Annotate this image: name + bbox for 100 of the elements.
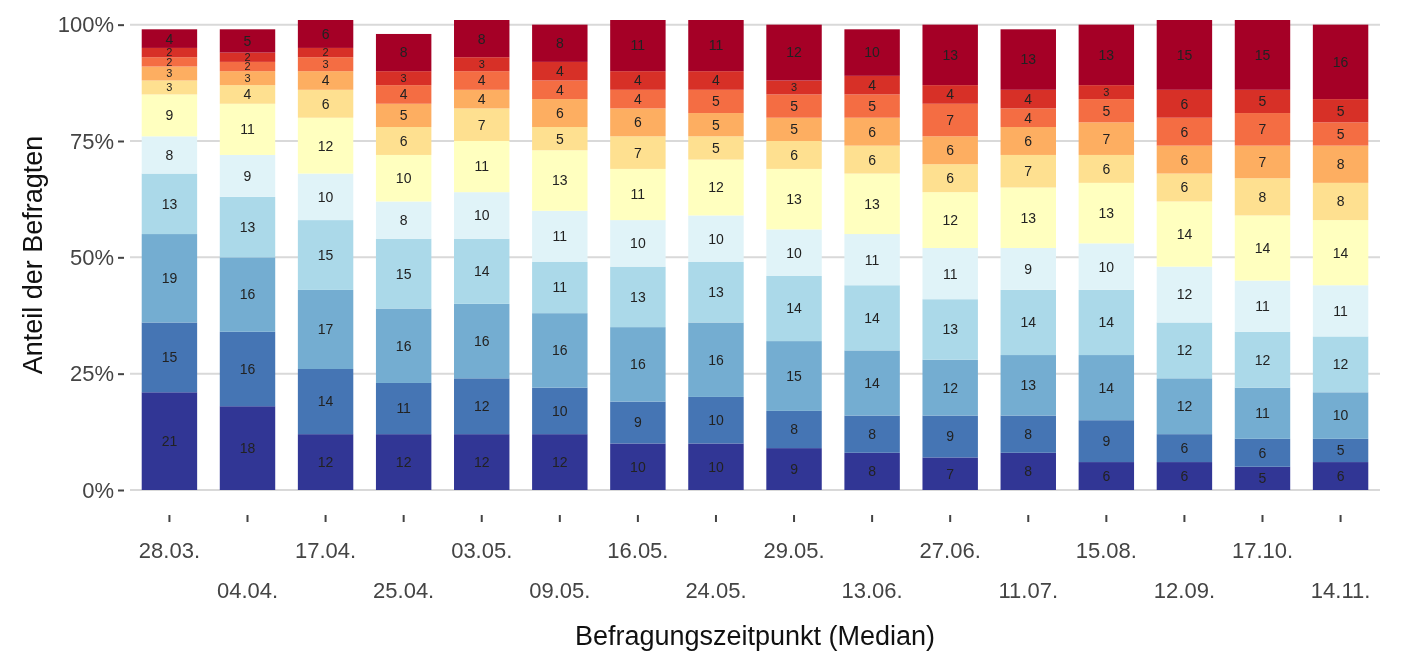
bar	[297, 89, 354, 118]
data-label: 14	[1098, 379, 1115, 396]
bar	[532, 261, 588, 314]
data-label: 18	[239, 440, 256, 457]
data-label: 11	[942, 265, 958, 282]
bar	[1156, 378, 1213, 435]
bar	[766, 229, 822, 276]
bar	[375, 201, 432, 239]
bar	[141, 392, 198, 490]
bar	[766, 80, 822, 95]
bar	[1078, 289, 1135, 356]
bar	[610, 136, 666, 169]
bar	[610, 89, 666, 109]
bar	[454, 108, 510, 141]
bar	[922, 299, 978, 360]
x-tick-label: 29.05.	[763, 538, 825, 563]
data-label: 9	[1024, 260, 1033, 277]
bar	[1234, 113, 1291, 146]
bar	[1234, 89, 1291, 114]
bar	[922, 192, 978, 249]
bar	[454, 57, 510, 72]
data-label: 13	[552, 172, 568, 189]
bar	[1312, 462, 1369, 490]
data-label: 14	[1020, 314, 1037, 331]
data-label: 6	[1180, 123, 1189, 140]
bar	[1000, 355, 1056, 416]
bar	[922, 164, 978, 193]
data-label: 8	[868, 426, 877, 443]
bar	[297, 369, 354, 435]
bar	[844, 350, 900, 416]
data-label: 11	[1333, 302, 1349, 319]
bar	[1312, 122, 1369, 146]
bar	[610, 71, 666, 90]
bar	[297, 57, 354, 72]
data-label: 8	[1336, 156, 1345, 173]
data-label: 4	[321, 72, 330, 89]
data-label: 8	[399, 212, 408, 228]
bar	[1078, 24, 1135, 86]
data-label: 4	[477, 72, 486, 89]
bar	[375, 33, 432, 72]
bar	[454, 378, 510, 435]
bar	[844, 145, 900, 174]
data-label: 13	[864, 195, 881, 212]
data-label: 11	[240, 121, 255, 138]
bar	[844, 452, 900, 490]
data-label: 12	[1254, 351, 1271, 368]
bar	[375, 103, 432, 128]
data-label: 8	[1336, 193, 1345, 210]
bar	[610, 443, 666, 490]
bar	[766, 341, 822, 411]
data-label: 6	[1180, 95, 1189, 112]
data-label: 6	[868, 123, 877, 140]
bar	[1000, 415, 1056, 453]
bar	[1078, 154, 1135, 183]
data-label: 10	[786, 244, 803, 261]
bar	[1312, 145, 1369, 183]
bar	[1156, 117, 1213, 146]
bar	[1234, 145, 1291, 179]
data-label: 8	[477, 30, 486, 47]
bar	[1156, 145, 1213, 174]
data-label: 3	[478, 58, 485, 71]
bar	[1156, 434, 1213, 463]
data-label: 6	[1180, 467, 1189, 484]
data-label: 13	[942, 46, 959, 63]
data-label: 4	[633, 72, 642, 89]
bar	[1234, 215, 1291, 281]
x-tick-label: 16.05.	[607, 538, 669, 563]
data-label: 5	[868, 97, 877, 114]
bar	[844, 29, 900, 76]
data-label: 9	[790, 460, 799, 477]
bar	[297, 117, 354, 174]
data-label: 7	[946, 465, 955, 482]
x-tick-label: 28.03.	[138, 538, 201, 563]
bar	[688, 215, 744, 262]
data-label: 6	[321, 25, 330, 42]
bar	[141, 29, 198, 48]
bar	[454, 140, 510, 193]
bar	[454, 192, 510, 239]
data-label: 4	[399, 86, 408, 103]
bar	[297, 173, 354, 221]
data-label: 6	[790, 146, 799, 163]
bar	[1000, 29, 1056, 90]
data-label: 5	[712, 139, 721, 156]
bar	[141, 57, 198, 67]
bar	[610, 108, 666, 137]
data-label: 15	[317, 246, 334, 263]
bar	[766, 275, 822, 342]
data-label: 10	[552, 402, 568, 419]
data-label: 13	[708, 284, 724, 301]
data-label: 13	[1098, 46, 1115, 63]
bar	[532, 61, 588, 81]
bar	[1312, 285, 1369, 337]
bar	[766, 117, 822, 141]
data-label: 14	[473, 263, 490, 280]
bar	[688, 20, 744, 72]
data-label: 4	[1024, 109, 1033, 126]
x-tick-label: 13.06.	[841, 578, 903, 603]
bar	[766, 448, 822, 490]
bar	[1078, 122, 1135, 155]
bar	[532, 80, 588, 100]
